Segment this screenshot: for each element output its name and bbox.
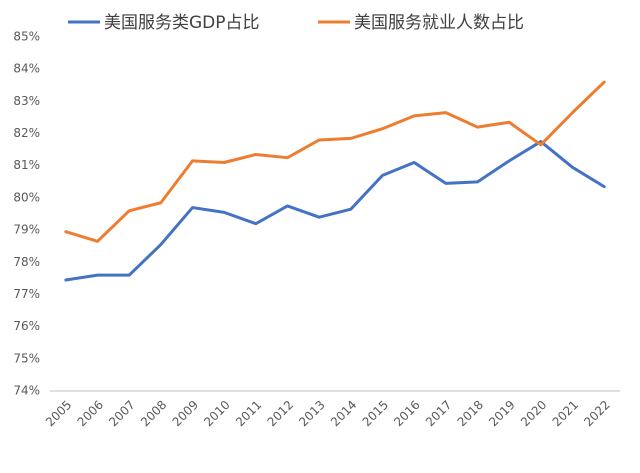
- legend-label: 美国服务类GDP占比: [104, 13, 260, 33]
- x-tick-label: 2007: [106, 398, 137, 429]
- x-tick-label: 2006: [75, 398, 106, 429]
- x-tick-label: 2012: [265, 398, 296, 429]
- x-tick-label: 2018: [455, 398, 486, 429]
- y-tick-label: 84%: [13, 62, 40, 76]
- x-tick-label: 2020: [518, 398, 549, 429]
- x-tick-label: 2008: [138, 398, 169, 429]
- x-tick-label: 2011: [233, 398, 264, 429]
- x-tick-label: 2009: [170, 398, 201, 429]
- series-line: [64, 140, 606, 282]
- y-tick-label: 75%: [13, 351, 40, 365]
- x-tick-label: 2019: [486, 398, 517, 429]
- series-line: [64, 80, 606, 243]
- y-tick-label: 81%: [13, 158, 40, 172]
- y-tick-label: 85%: [13, 30, 40, 44]
- x-tick-label: 2017: [423, 398, 454, 429]
- x-tick-label: 2013: [296, 398, 327, 429]
- y-tick-label: 77%: [13, 287, 40, 301]
- y-tick-label: 78%: [13, 255, 40, 269]
- y-tick-label: 79%: [13, 223, 40, 237]
- x-tick-label: 2015: [360, 398, 391, 429]
- y-tick-label: 80%: [13, 190, 40, 204]
- x-tick-label: 2010: [201, 398, 232, 429]
- x-tick-label: 2021: [550, 398, 581, 429]
- y-tick-label: 83%: [13, 94, 40, 108]
- y-tick-label: 82%: [13, 126, 40, 140]
- legend-label: 美国服务就业人数占比: [354, 13, 524, 33]
- x-tick-label: 2022: [581, 398, 612, 429]
- y-tick-label: 74%: [13, 384, 40, 398]
- x-tick-label: 2014: [328, 398, 359, 429]
- x-tick-label: 2016: [391, 398, 422, 429]
- y-tick-label: 76%: [13, 319, 40, 333]
- x-tick-label: 2005: [43, 398, 74, 429]
